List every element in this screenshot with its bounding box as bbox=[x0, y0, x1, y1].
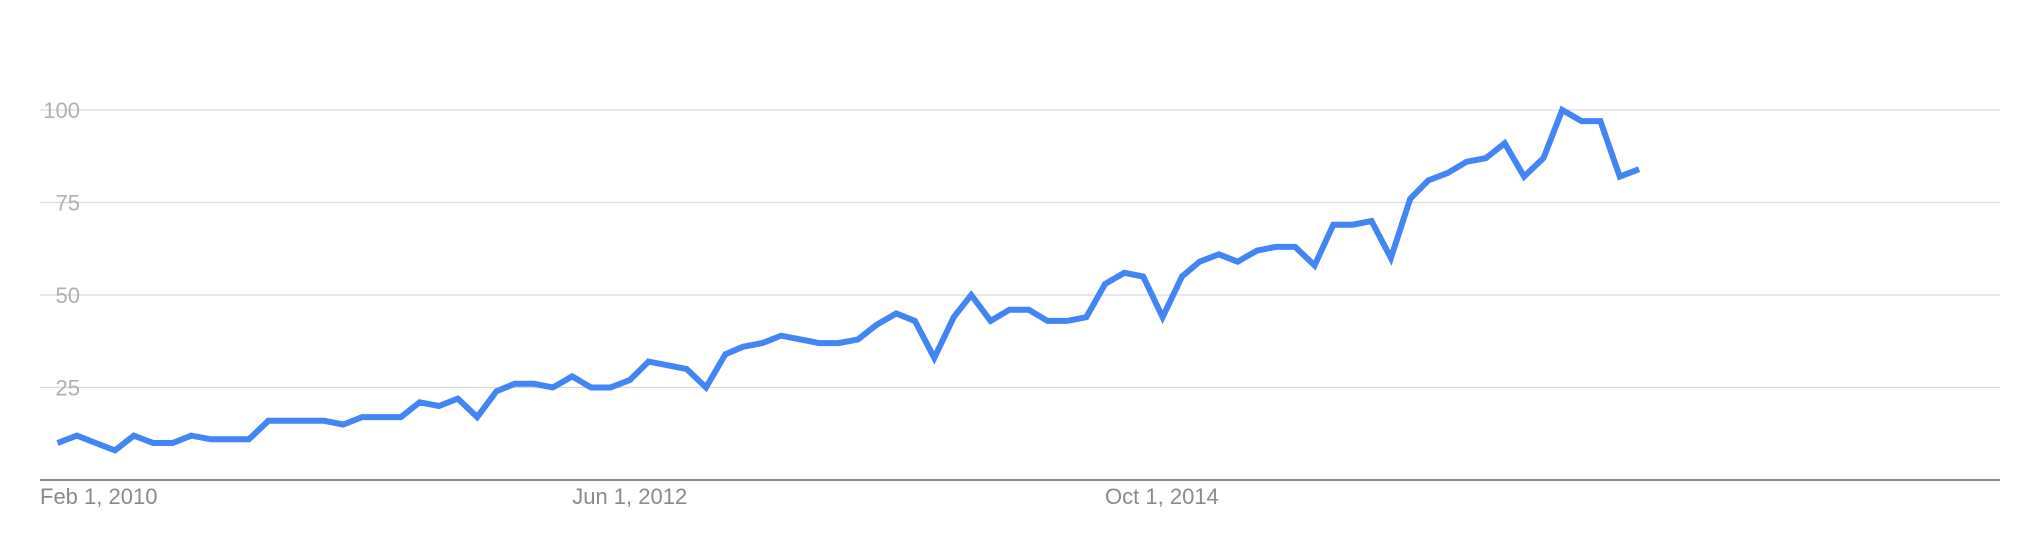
plot-area bbox=[56, 105, 1641, 454]
x-tick-label: Oct 1, 2014 bbox=[1105, 484, 1219, 509]
gridlines bbox=[40, 109, 2000, 389]
y-axis: 25 50 75 100 bbox=[43, 98, 80, 401]
y-tick-label: 100 bbox=[43, 98, 80, 123]
x-tick-label: Jun 1, 2012 bbox=[572, 484, 687, 509]
y-tick-label: 25 bbox=[56, 376, 80, 401]
x-axis: Feb 1, 2010 Jun 1, 2012 Oct 1, 2014 bbox=[40, 484, 1219, 509]
series-line bbox=[56, 105, 1641, 454]
x-tick-label: Feb 1, 2010 bbox=[40, 484, 157, 509]
y-tick-label: 50 bbox=[56, 283, 80, 308]
y-tick-label: 75 bbox=[56, 191, 80, 216]
